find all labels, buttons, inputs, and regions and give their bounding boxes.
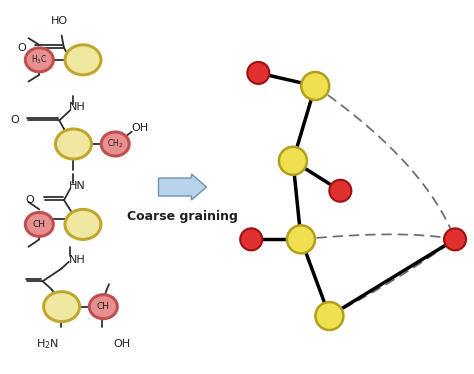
Text: NH: NH: [69, 255, 86, 264]
Text: OH: OH: [114, 339, 131, 349]
Ellipse shape: [55, 129, 91, 159]
Circle shape: [287, 226, 315, 253]
Ellipse shape: [25, 212, 54, 236]
Text: O: O: [11, 116, 19, 125]
Circle shape: [240, 229, 262, 250]
Text: HN: HN: [69, 181, 86, 191]
Text: HO: HO: [51, 16, 68, 25]
Text: CH: CH: [97, 302, 110, 311]
Circle shape: [444, 229, 466, 250]
FancyArrow shape: [158, 174, 207, 200]
Text: H$_3$C: H$_3$C: [31, 53, 47, 66]
Circle shape: [279, 147, 307, 175]
Ellipse shape: [101, 132, 129, 156]
Text: CH$_2$: CH$_2$: [107, 138, 123, 150]
Ellipse shape: [65, 209, 101, 239]
Circle shape: [329, 180, 351, 202]
Ellipse shape: [25, 48, 54, 72]
Circle shape: [315, 302, 344, 330]
Ellipse shape: [89, 295, 118, 319]
Text: CH: CH: [33, 220, 46, 229]
Circle shape: [301, 72, 329, 100]
Ellipse shape: [44, 292, 80, 322]
Text: OH: OH: [131, 123, 148, 133]
Text: H$_2$N: H$_2$N: [36, 337, 59, 351]
Text: O: O: [17, 43, 26, 53]
Text: O: O: [25, 195, 34, 205]
Text: NH: NH: [69, 102, 86, 112]
Circle shape: [247, 62, 269, 84]
Ellipse shape: [65, 45, 101, 75]
Text: Coarse graining: Coarse graining: [127, 211, 238, 223]
